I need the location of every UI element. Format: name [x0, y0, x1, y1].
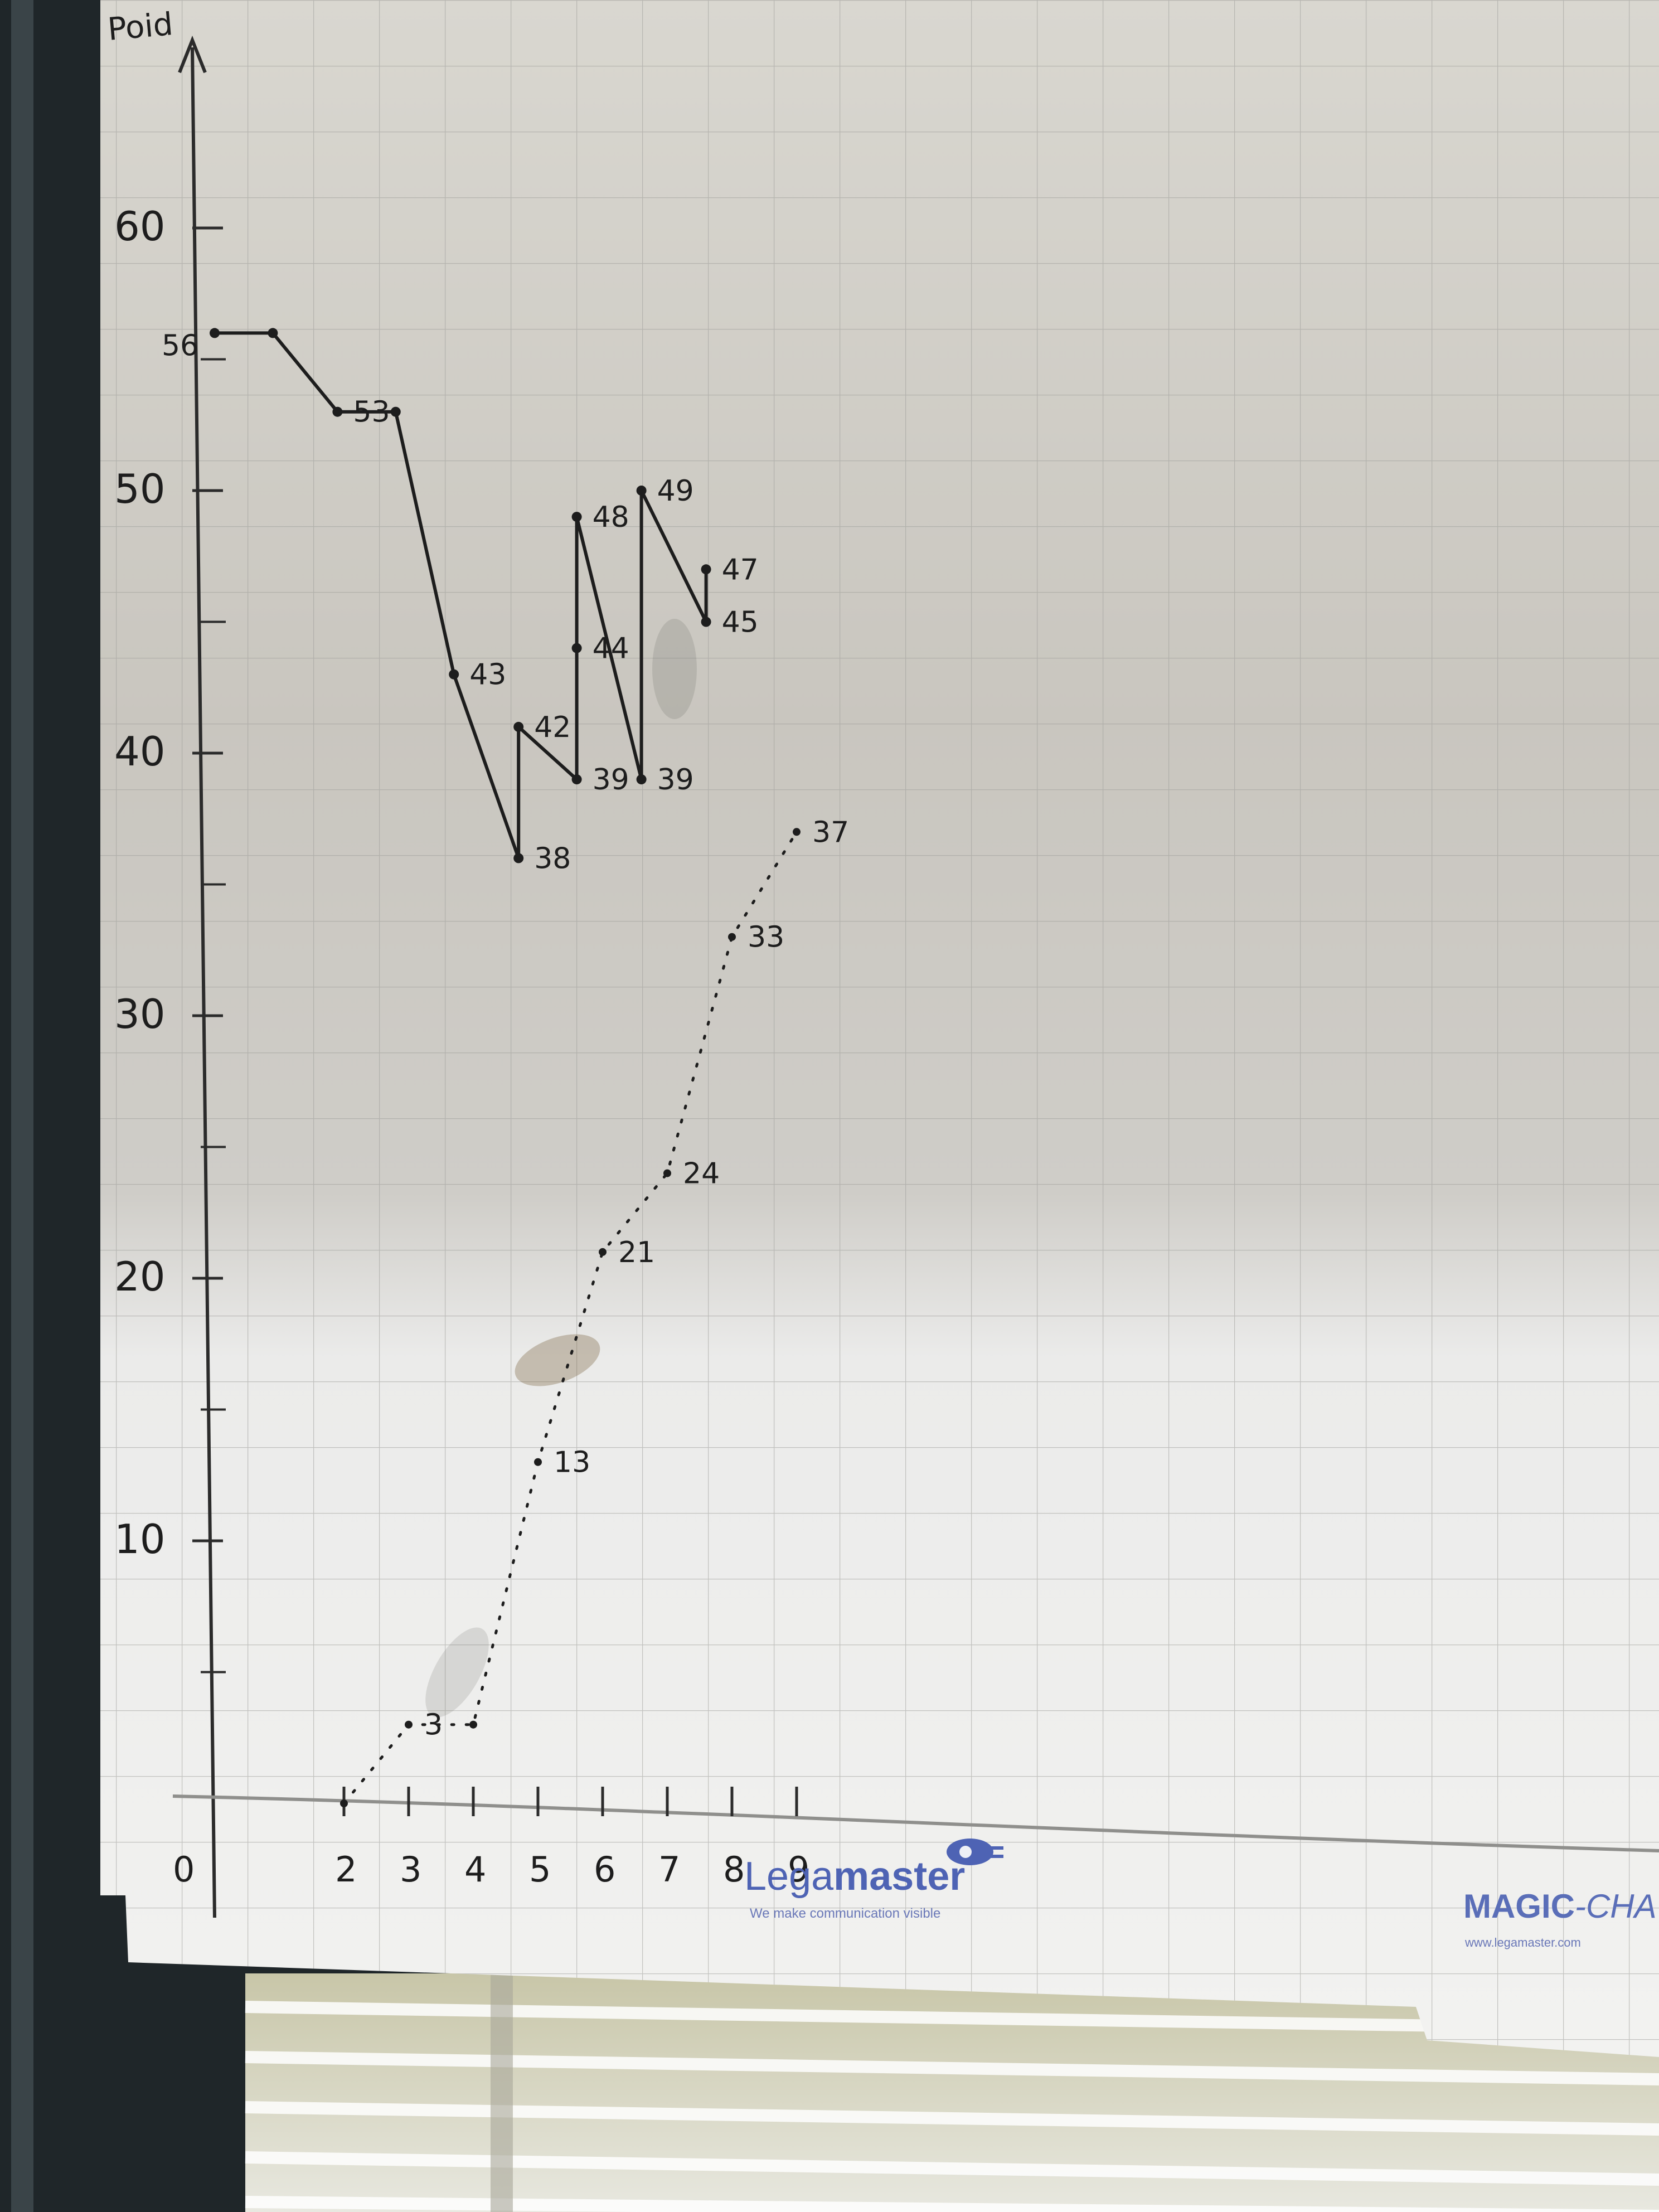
brand-name-lega: Lega — [744, 1854, 834, 1899]
data-label: 47 — [722, 553, 759, 586]
smudge — [425, 1627, 489, 1718]
product-name: MAGIC-CHA — [1463, 1888, 1657, 1925]
data-point — [340, 1799, 348, 1807]
data-point — [210, 328, 220, 338]
paper-grid — [100, 0, 1659, 2057]
x-tick-label: 2 — [335, 1849, 357, 1890]
y-tick-label: 20 — [114, 1253, 166, 1300]
smudge — [515, 1334, 600, 1386]
data-point — [599, 1248, 607, 1256]
series-layer — [210, 328, 801, 1807]
data-labels: 56 53 43 38 42 39 44 48 39 49 45 47 3 13 21 24 33 37 — [162, 329, 849, 1742]
y-axis — [191, 47, 216, 1918]
smudge — [652, 619, 697, 719]
data-label: 43 — [469, 658, 506, 692]
data-point — [405, 1720, 413, 1729]
window-frame-edge — [11, 0, 33, 2212]
data-label: 45 — [722, 606, 759, 639]
x-tick-label: 8 — [723, 1849, 745, 1890]
data-point — [636, 774, 647, 785]
data-label: 24 — [683, 1157, 720, 1191]
data-label: 39 — [657, 763, 694, 797]
magic-chart-logo: MAGIC-CHA www.legamaster.com — [1463, 1888, 1657, 1949]
product-name-magic: MAGIC — [1463, 1888, 1575, 1925]
data-point — [513, 853, 524, 864]
data-label: 44 — [593, 632, 629, 666]
x-tick-label: 9 — [788, 1849, 809, 1890]
data-point — [332, 406, 343, 417]
window-mullion — [491, 1973, 513, 2212]
x-tick-label: 3 — [400, 1849, 421, 1890]
data-label: 53 — [353, 396, 390, 429]
brand-name: Legamaster — [744, 1854, 965, 1899]
data-point — [636, 486, 647, 496]
data-point — [701, 617, 711, 627]
brand-tagline: We make communication visible — [750, 1906, 940, 1921]
data-label: 48 — [593, 501, 629, 534]
brand-eye-icon — [947, 1839, 1003, 1865]
x-tick-label: 4 — [464, 1849, 486, 1890]
data-label: 13 — [554, 1446, 590, 1479]
data-point — [728, 933, 736, 941]
y-tick-label: 40 — [114, 728, 166, 775]
data-point — [793, 828, 801, 836]
brand-name-master: master — [833, 1854, 965, 1899]
data-point — [571, 643, 582, 653]
data-label: 33 — [748, 921, 784, 954]
window-blinds — [245, 2001, 1659, 2212]
legamaster-logo: Legamaster We make communication visible — [744, 1839, 1003, 1921]
data-point — [571, 512, 582, 522]
data-label: 38 — [534, 842, 571, 875]
data-point — [268, 328, 278, 338]
x-tick-label: 7 — [658, 1849, 680, 1890]
axis-ticks — [192, 226, 798, 1816]
product-name-cha: -CHA — [1575, 1888, 1657, 1925]
website: www.legamaster.com — [1464, 1936, 1581, 1949]
y-axis-title: Poid — [106, 6, 174, 48]
data-point — [534, 1458, 542, 1466]
x-tick-label: 5 — [529, 1849, 551, 1890]
data-point — [469, 1720, 477, 1729]
data-point — [663, 1169, 671, 1177]
data-point — [449, 669, 459, 680]
data-label: 3 — [424, 1709, 443, 1742]
data-point — [390, 406, 401, 417]
y-tick-label: 10 — [114, 1516, 166, 1563]
x-tick-label: 6 — [594, 1849, 615, 1890]
data-point — [513, 721, 524, 732]
data-label: 49 — [657, 474, 694, 508]
data-label: 56 — [162, 329, 198, 362]
y-tick-label: 30 — [114, 991, 166, 1037]
x-axis — [172, 1794, 1659, 1852]
series-line-solid — [215, 331, 708, 860]
data-label: 37 — [812, 816, 849, 849]
y-tick-label: 50 — [114, 465, 166, 512]
data-label: 39 — [593, 763, 629, 797]
x-tick-label: 0 — [173, 1849, 195, 1890]
y-axis-arrow — [178, 35, 207, 74]
data-label: 42 — [534, 711, 571, 744]
data-label: 21 — [618, 1236, 655, 1269]
data-point — [701, 564, 711, 575]
data-point — [571, 774, 582, 785]
y-tick-label: 60 — [114, 203, 166, 250]
